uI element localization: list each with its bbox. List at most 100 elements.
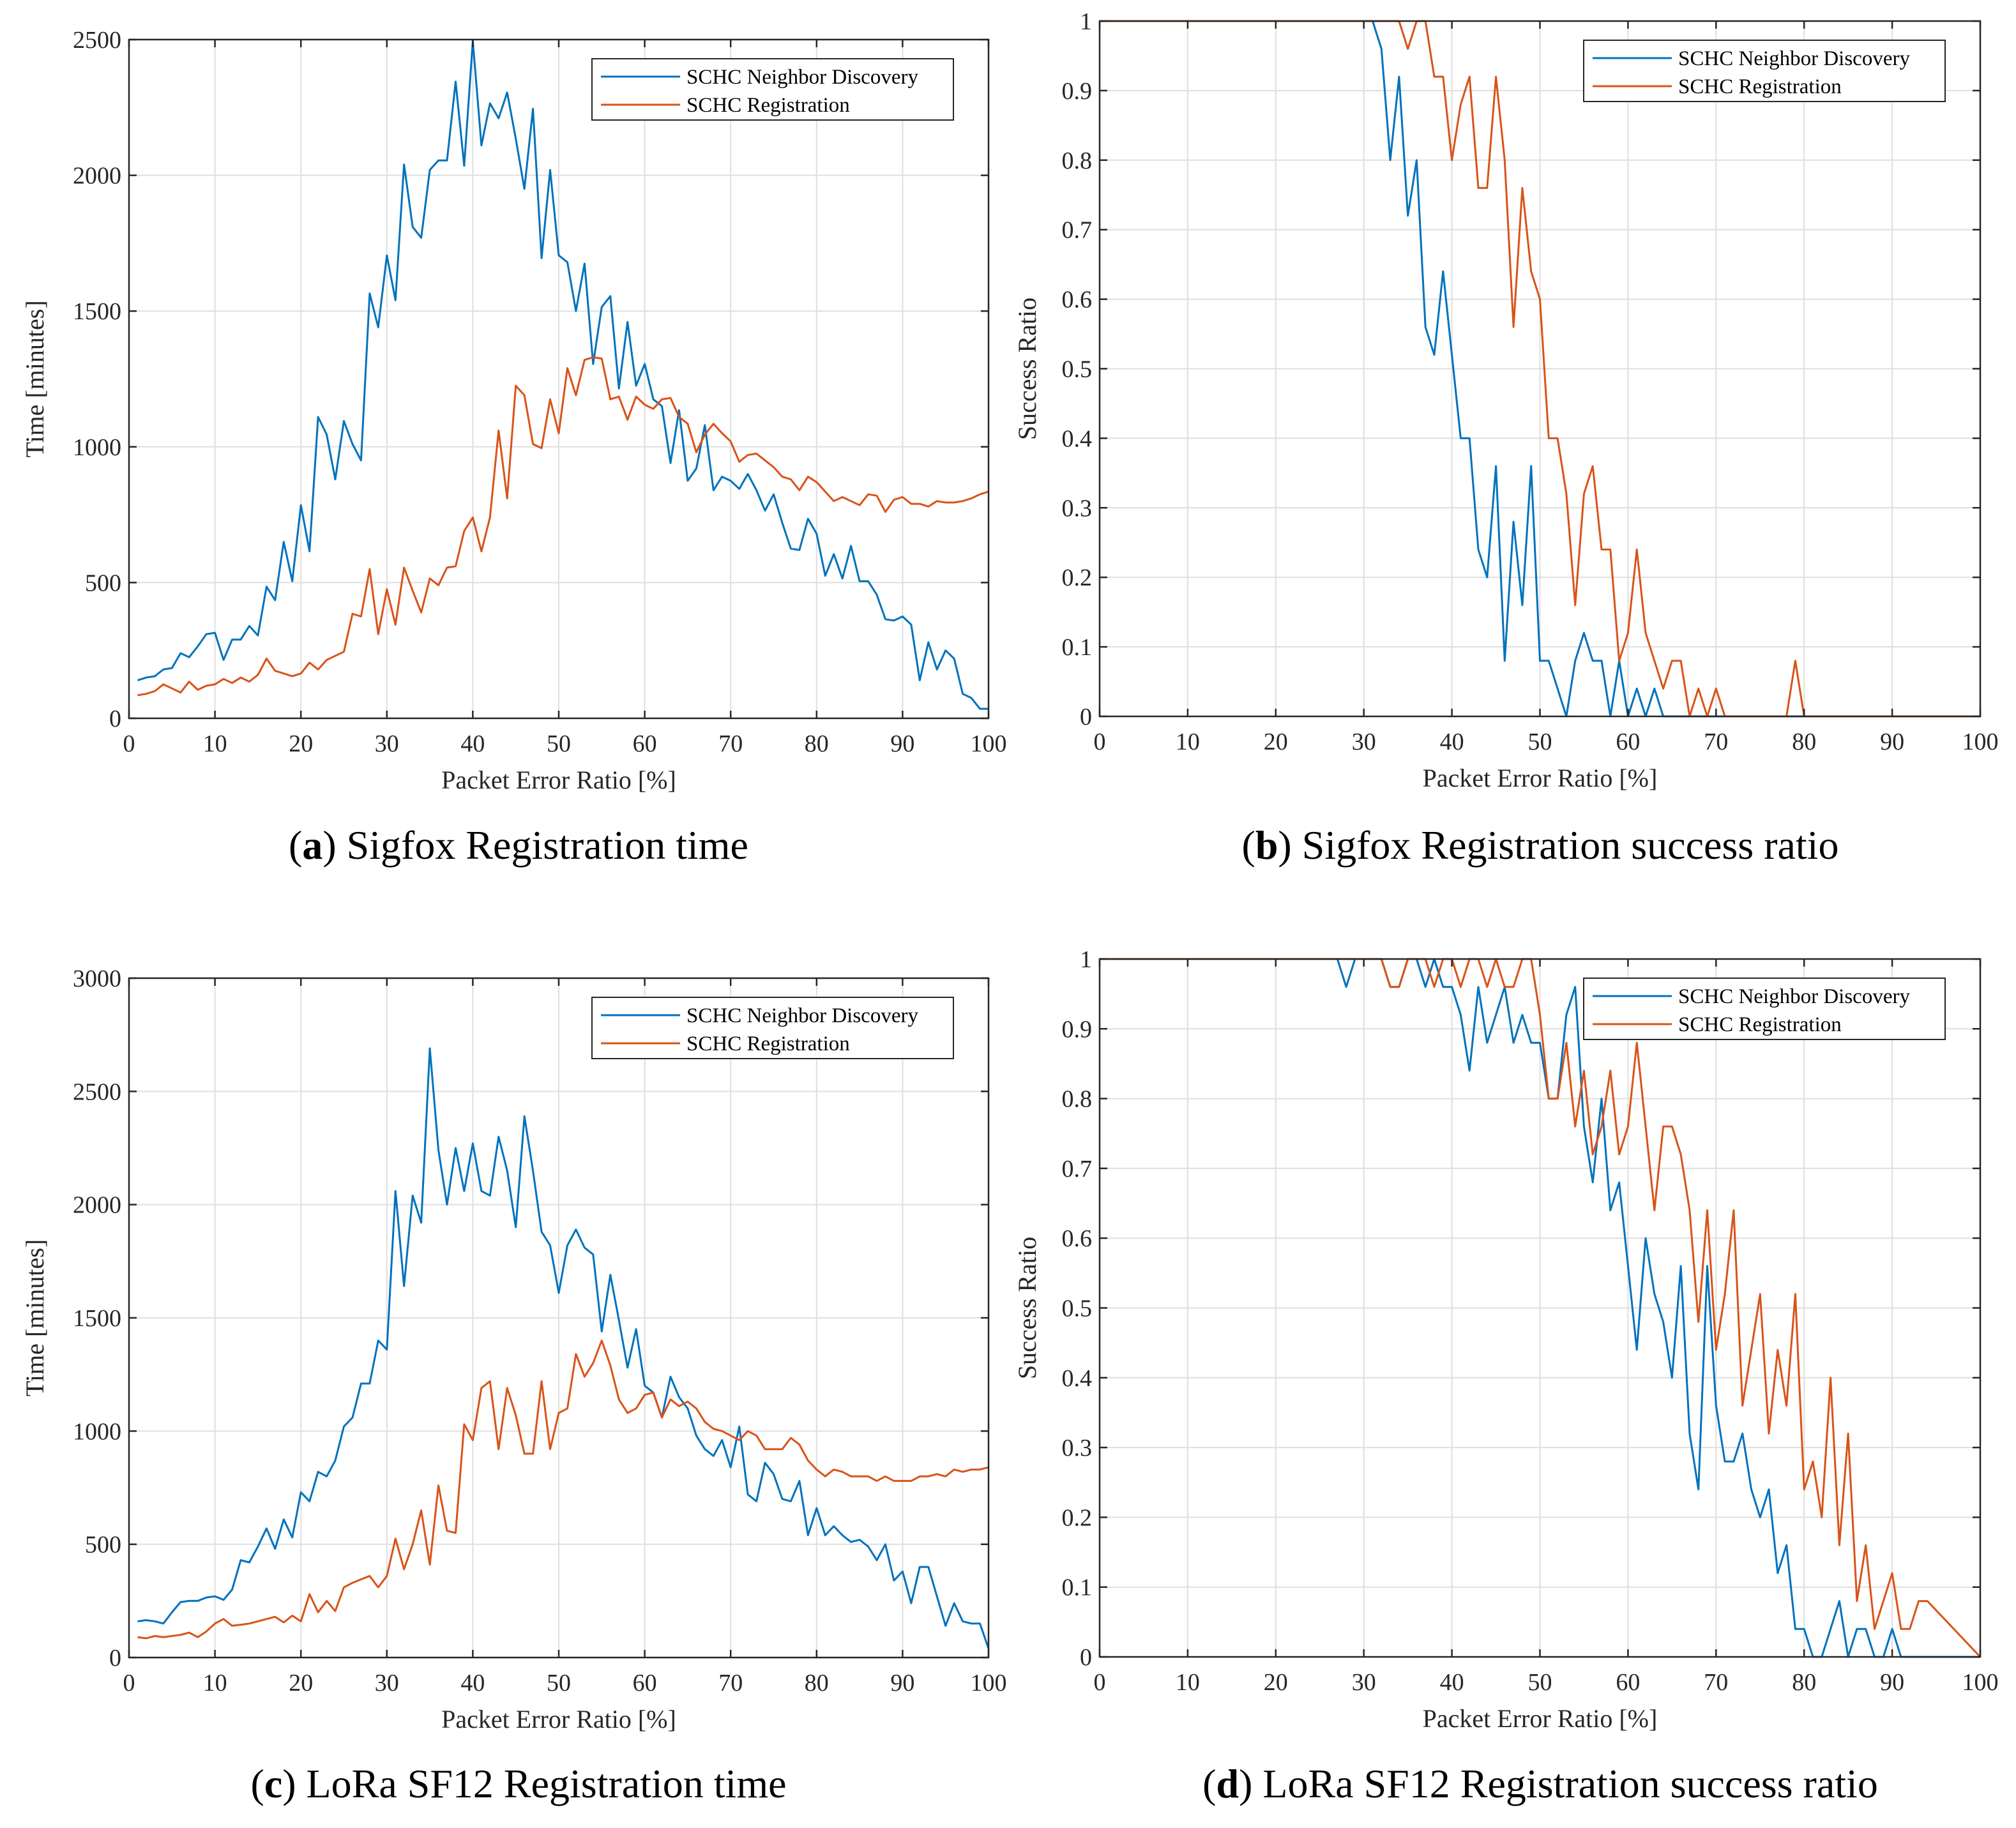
x-tick-label: 60	[633, 1670, 657, 1696]
series-line-registration	[137, 356, 989, 697]
legend-label-neighbor-discovery: SCHC Neighbor Discovery	[1678, 985, 1910, 1008]
x-tick-label: 60	[1616, 1669, 1640, 1696]
caption-title: LoRa SF12 Registration success ratio	[1252, 1761, 1877, 1806]
y-tick-label: 2000	[73, 163, 121, 190]
x-tick-label: 20	[1264, 729, 1288, 755]
y-tick-label: 0.8	[1062, 147, 1093, 174]
caption-title: LoRa SF12 Registration time	[296, 1761, 787, 1806]
y-tick-label: 500	[85, 570, 121, 596]
caption-title: Sigfox Registration success ratio	[1292, 822, 1839, 868]
legend-box	[591, 58, 954, 121]
x-tick-label: 100	[971, 1670, 1007, 1696]
x-tick-label: 20	[289, 1670, 313, 1696]
x-tick-label: 80	[1792, 1669, 1816, 1696]
caption-letter: b	[1255, 822, 1278, 868]
legend: SCHC Neighbor Discovery SCHC Registration	[1583, 40, 1946, 102]
x-tick-label: 30	[375, 1670, 399, 1696]
y-tick-label: 0.3	[1062, 495, 1093, 522]
x-tick-label: 80	[1792, 729, 1816, 755]
chart-d: 0 10 20 30 40 50 60 70 80 90 100 0 0.1 0.2 0.3 0.4 0.5 0.…	[1013, 946, 1999, 1806]
series-line-registration	[137, 1340, 989, 1640]
y-tick-label: 0.3	[1062, 1435, 1093, 1462]
y-tick-label: 0.1	[1062, 1575, 1093, 1601]
x-tick-label: 50	[1528, 729, 1552, 755]
chart-a: 0 10 20 30 40 50 60 70 80 90 100050010001500200025…	[20, 27, 1007, 868]
x-tick-label: 70	[1704, 729, 1728, 755]
legend: SCHC Neighbor Discovery SCHC Registration	[1583, 978, 1946, 1040]
x-tick-label: 80	[805, 1670, 829, 1696]
y-tick-label: 1000	[73, 434, 121, 461]
legend-label-neighbor-discovery: SCHC Neighbor Discovery	[686, 66, 918, 89]
chart-b: 0 10 20 30 40 50 60 70 80 90 100 0 0.1 0.2 0.3 0.4 0.5 0.…	[1013, 8, 1999, 868]
caption-title: Sigfox Registration time	[337, 822, 748, 868]
y-axis-label: Time [minutes]	[20, 300, 49, 457]
x-tick-label: 50	[547, 730, 571, 757]
y-tick-label: 0.5	[1062, 356, 1093, 383]
x-tick-label: 10	[203, 1670, 227, 1696]
x-tick-label: 90	[890, 1670, 914, 1696]
legend-label-registration: SCHC Registration	[1678, 75, 1842, 98]
legend-box	[591, 997, 954, 1059]
y-axis-label: Success Ratio	[1013, 1237, 1042, 1379]
caption-paren-open: (	[1242, 822, 1255, 868]
y-tick-label: 1500	[73, 298, 121, 325]
y-tick-label: 0.2	[1062, 564, 1093, 591]
y-tick-label: 0.4	[1062, 425, 1093, 452]
y-tick-label: 0	[109, 706, 121, 732]
x-tick-label: 10	[203, 730, 227, 757]
legend-label-neighbor-discovery: SCHC Neighbor Discovery	[1678, 47, 1910, 70]
x-tick-label: 0	[123, 730, 135, 757]
y-tick-label: 0.7	[1062, 217, 1093, 244]
y-axis-label: Success Ratio	[1013, 298, 1042, 440]
x-tick-label: 100	[971, 730, 1007, 757]
legend-box	[1583, 40, 1946, 102]
x-tick-label: 70	[718, 730, 743, 757]
x-tick-label: 0	[123, 1670, 135, 1696]
x-tick-label: 70	[718, 1670, 743, 1696]
y-tick-label: 0.6	[1062, 287, 1093, 313]
y-tick-label: 1000	[73, 1418, 121, 1445]
chart-c: 0 10 20 30 40 50 60 70 80 90 100050010001500200025…	[20, 965, 1007, 1806]
legend-label-registration: SCHC Registration	[686, 94, 850, 117]
x-tick-label: 80	[805, 730, 829, 757]
caption-letter: a	[302, 822, 322, 868]
y-tick-label: 0.8	[1062, 1086, 1093, 1113]
y-tick-label: 0	[109, 1645, 121, 1672]
x-tick-label: 30	[1352, 1669, 1376, 1696]
caption-paren-close: )	[1239, 1761, 1252, 1806]
y-tick-label: 500	[85, 1532, 121, 1559]
x-tick-label: 40	[1440, 1669, 1464, 1696]
series-line-neighbor-discovery	[1100, 958, 1980, 1658]
x-tick-label: 30	[375, 730, 399, 757]
y-tick-label: 0.1	[1062, 634, 1093, 661]
y-tick-label: 1	[1080, 946, 1092, 973]
x-tick-label: 40	[1440, 729, 1464, 755]
y-tick-label: 0	[1080, 1644, 1092, 1671]
legend-box	[1583, 978, 1946, 1040]
x-tick-label: 90	[890, 730, 914, 757]
legend: SCHC Neighbor Discovery SCHC Registration	[591, 997, 954, 1059]
x-tick-label: 20	[1264, 1669, 1288, 1696]
caption-paren-open: (	[251, 1761, 264, 1806]
y-tick-label: 0.6	[1062, 1225, 1093, 1252]
caption-paren-close: )	[282, 1761, 296, 1806]
caption-paren-close: )	[1278, 822, 1291, 868]
x-tick-label: 40	[460, 730, 485, 757]
caption-paren-close: )	[322, 822, 336, 868]
caption: (c) LoRa SF12 Registration time	[251, 1761, 787, 1806]
y-tick-label: 2000	[73, 1192, 121, 1219]
caption-paren-open: (	[1202, 1761, 1216, 1806]
caption: (d) LoRa SF12 Registration success ratio	[1202, 1761, 1878, 1806]
x-tick-label: 60	[633, 730, 657, 757]
x-tick-label: 40	[460, 1670, 485, 1696]
y-tick-label: 0.2	[1062, 1504, 1093, 1531]
legend-label-registration: SCHC Registration	[1678, 1013, 1842, 1036]
series-line-neighbor-discovery	[1100, 20, 1980, 718]
x-tick-label: 10	[1176, 729, 1200, 755]
caption: (b) Sigfox Registration success ratio	[1242, 822, 1839, 868]
caption: (a) Sigfox Registration time	[289, 822, 748, 868]
legend: SCHC Neighbor Discovery SCHC Registration	[591, 58, 954, 121]
x-tick-label: 70	[1704, 1669, 1728, 1696]
x-axis-label: Packet Error Ratio [%]	[441, 1705, 676, 1734]
